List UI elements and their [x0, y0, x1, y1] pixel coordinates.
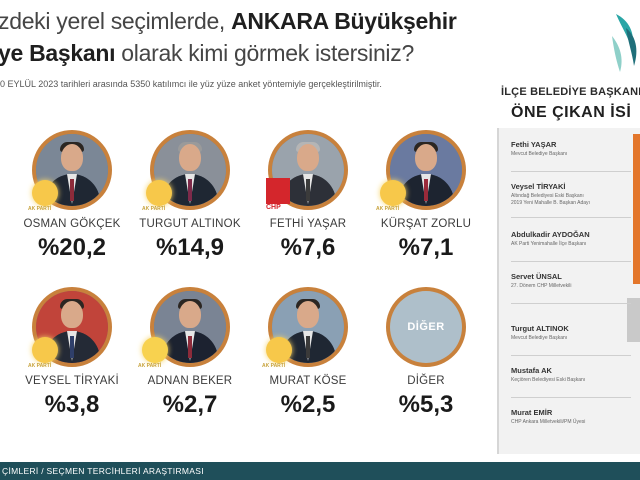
brand-logo-icon — [612, 14, 637, 72]
akp-logo-icon — [146, 180, 172, 206]
candidate-name: ADNAN BEKER — [147, 375, 233, 387]
candidate-name: OSMAN GÖKÇEK — [23, 218, 121, 230]
party-label: AK PARTİ — [376, 206, 400, 212]
candidate-percentage: %7,1 — [398, 234, 454, 261]
footer-text: ÇİMLERİ / SEÇMEN TERCİHLERİ ARAŞTIRMASI — [2, 466, 204, 476]
candidate-percentage: %2,5 — [280, 391, 336, 418]
district-person-name: Fethi YAŞAR — [511, 140, 557, 149]
other-circle-inner: DİĞER — [390, 291, 462, 363]
candidate-photo-frame — [32, 130, 112, 210]
candidate-grid: AK PARTİ OSMAN GÖKÇEK %20,2 AK PARTİ TUR… — [0, 120, 480, 430]
party-label: AK PARTİ — [28, 363, 52, 369]
candidate-card-other: DİĞER DİĞER %5,3 — [364, 277, 474, 427]
survey-date-note: 0 EYLÜL 2023 tarihleri arasında 5350 kat… — [0, 79, 382, 89]
district-person-desc: Keçiören Belediyesi Eski Başkanı — [511, 377, 586, 383]
list-item: Servet ÜNSAL 27. Dönem CHP Milletvekili — [511, 268, 631, 304]
candidate-percentage: %3,8 — [44, 391, 100, 418]
district-tab — [627, 298, 640, 342]
party-label: AK PARTİ — [262, 363, 286, 369]
district-person-desc: AK Parti Yenimahalle İlçe Başkanı — [511, 241, 587, 247]
question-line-1-prefix: zdeki yerel seçimlerde, — [0, 8, 226, 34]
other-circle-label: DİĞER — [407, 321, 445, 333]
district-list: Fethi YAŞAR Mevcut Belediye Başkanı Veys… — [497, 128, 640, 454]
chp-logo-icon — [266, 178, 290, 204]
footer-bar: ÇİMLERİ / SEÇMEN TERCİHLERİ ARAŞTIRMASI — [0, 462, 640, 480]
candidate-name: TURGUT ALTINOK — [139, 218, 241, 230]
other-circle: DİĞER — [386, 287, 466, 367]
akp-logo-icon — [32, 180, 58, 206]
district-person-desc: Mevcut Belediye Başkanı — [511, 335, 568, 341]
question-line-1: zdeki yerel seçimlerde, ANKARA Büyükşehi… — [0, 8, 457, 35]
akp-logo-icon — [32, 337, 58, 363]
candidate-name: VEYSEL TİRYAKİ — [25, 375, 119, 387]
district-person-desc: Altındağ Belediyesi Eski Başkanı 2019 Ye… — [511, 193, 590, 206]
district-person-desc: 27. Dönem CHP Milletvekili — [511, 283, 572, 289]
district-panel: İLÇE BELEDİYE BAŞKANLI ÖNE ÇIKAN İSİ Fet… — [497, 84, 640, 454]
question-line-1-bold: ANKARA Büyükşehir — [231, 8, 457, 34]
district-person-desc: Mevcut Belediye Başkanı — [511, 151, 568, 157]
candidate-card: AK PARTİ TURGUT ALTINOK %14,9 — [128, 120, 241, 270]
candidate-card: CHP FETHİ YAŞAR %7,6 — [246, 120, 356, 270]
list-item: Abdulkadir AYDOĞAN AK Parti Yenimahalle … — [511, 226, 631, 262]
question-line-2-bold: ye Başkanı — [0, 40, 116, 66]
list-item: Veysel TİRYAKİ Altındağ Belediyesi Eski … — [511, 178, 631, 218]
list-item: Mustafa AK Keçiören Belediyesi Eski Başk… — [511, 362, 631, 398]
district-accent-strip — [633, 134, 640, 284]
party-label: AK PARTİ — [142, 206, 166, 212]
candidate-percentage: %5,3 — [398, 391, 454, 418]
candidate-percentage: %14,9 — [155, 234, 225, 261]
party-label: AK PARTİ — [138, 363, 162, 369]
candidate-card: AK PARTİ ADNAN BEKER %2,7 — [128, 277, 238, 427]
candidate-name: KÜRŞAT ZORLU — [380, 218, 472, 230]
header: zdeki yerel seçimlerde, ANKARA Büyükşehi… — [0, 0, 600, 90]
party-label: CHP — [266, 204, 281, 211]
district-person-name: Abdulkadir AYDOĞAN — [511, 230, 590, 239]
candidate-photo — [36, 134, 108, 206]
candidate-card: AK PARTİ OSMAN GÖKÇEK %20,2 — [10, 120, 120, 270]
party-label: AK PARTİ — [28, 206, 52, 212]
list-item: Fethi YAŞAR Mevcut Belediye Başkanı — [511, 136, 631, 172]
candidate-name: FETHİ YAŞAR — [269, 218, 347, 230]
akp-logo-icon — [266, 337, 292, 363]
district-person-name: Mustafa AK — [511, 366, 552, 375]
district-person-name: Turgut ALTINOK — [511, 324, 569, 333]
district-person-desc: CHP Ankara Milletvekili/PM Üyesi — [511, 419, 586, 425]
question-line-2-rest: olarak kimi görmek istersiniz? — [121, 40, 414, 66]
candidate-card: AK PARTİ KÜRŞAT ZORLU %7,1 — [364, 120, 474, 270]
candidate-percentage: %20,2 — [37, 234, 107, 261]
candidate-percentage: %7,6 — [280, 234, 336, 261]
district-person-name: Servet ÜNSAL — [511, 272, 562, 281]
candidate-name: DİĞER — [407, 375, 445, 387]
candidate-name: MURAT KÖSE — [269, 375, 347, 387]
district-person-name: Veysel TİRYAKİ — [511, 182, 566, 191]
candidate-card: AK PARTİ MURAT KÖSE %2,5 — [246, 277, 356, 427]
candidate-percentage: %2,7 — [162, 391, 218, 418]
candidate-card: AK PARTİ VEYSEL TİRYAKİ %3,8 — [10, 277, 120, 427]
akp-logo-icon — [380, 180, 406, 206]
candidate-photo-frame — [150, 130, 230, 210]
district-panel-subtitle: ÖNE ÇIKAN İSİ — [511, 104, 632, 121]
list-item: Turgut ALTINOK Mevcut Belediye Başkanı — [511, 320, 631, 356]
akp-logo-icon — [142, 337, 168, 363]
district-panel-title: İLÇE BELEDİYE BAŞKANLI — [501, 86, 640, 98]
list-item: Murat EMİR CHP Ankara Milletvekili/PM Üy… — [511, 404, 631, 440]
district-person-name: Murat EMİR — [511, 408, 553, 417]
question-line-2: ye Başkanı olarak kimi görmek istersiniz… — [0, 40, 414, 67]
